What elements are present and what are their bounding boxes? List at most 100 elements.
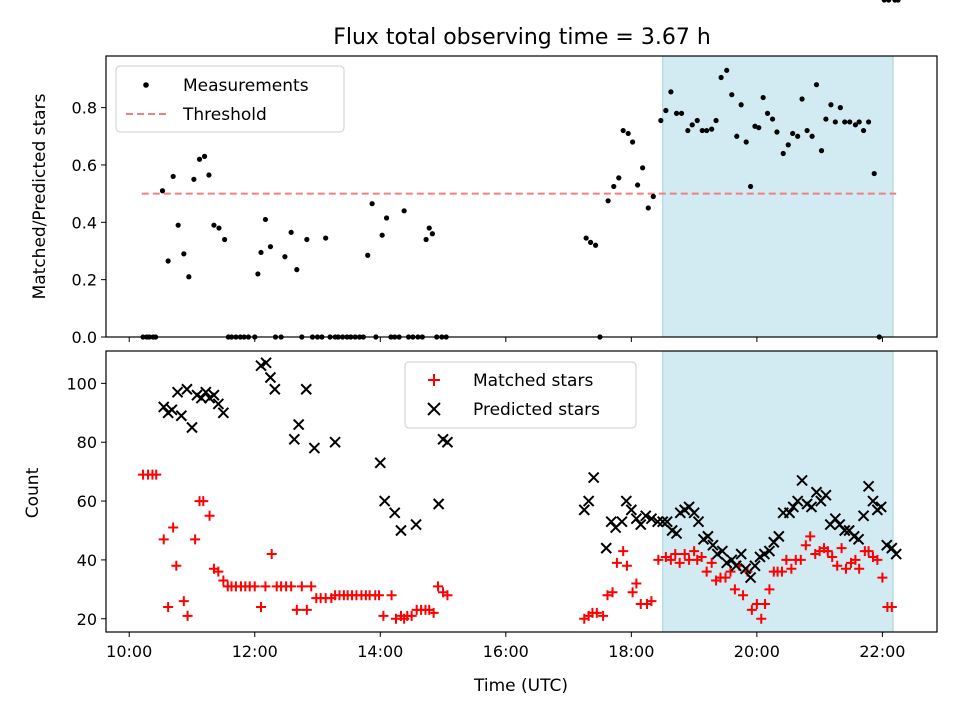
matched-star-point bbox=[840, 563, 851, 574]
measurement-point bbox=[592, 242, 599, 248]
measurement-point bbox=[165, 258, 171, 264]
measurement-point bbox=[379, 232, 385, 238]
matched-star-point bbox=[178, 596, 189, 607]
measurement-point bbox=[196, 156, 203, 162]
measurement-point bbox=[201, 153, 208, 159]
predicted-star-point bbox=[300, 383, 312, 395]
measurement-point bbox=[426, 225, 432, 231]
measurement-point bbox=[267, 244, 274, 250]
matched-star-point bbox=[611, 557, 622, 568]
measurement-point bbox=[635, 182, 641, 188]
matched-star-point bbox=[729, 584, 740, 595]
predicted-star-point bbox=[875, 501, 887, 513]
legend-marker-predicted bbox=[427, 402, 441, 416]
matched-star-point bbox=[670, 549, 681, 560]
predicted-star-point bbox=[200, 386, 212, 398]
measurement-point bbox=[738, 102, 744, 108]
predicted-star-point bbox=[264, 371, 277, 384]
y-tick-label: 80 bbox=[77, 433, 97, 452]
matched-star-point bbox=[171, 560, 182, 571]
predicted-star-point bbox=[587, 471, 600, 484]
matched-star-point bbox=[428, 607, 439, 618]
matched-star-point bbox=[760, 599, 771, 610]
measurement-point bbox=[809, 133, 815, 139]
matched-star-point bbox=[291, 604, 302, 615]
measurement-point bbox=[828, 102, 834, 108]
matched-star-point bbox=[795, 554, 806, 565]
measurement-point bbox=[429, 231, 435, 237]
measurement-point bbox=[813, 82, 820, 88]
predicted-star-point bbox=[640, 510, 652, 522]
matched-star-point bbox=[296, 581, 307, 592]
matched-star-point bbox=[764, 584, 775, 595]
predicted-star-point bbox=[292, 418, 305, 431]
matched-star-point bbox=[442, 590, 453, 601]
predicted-star-point bbox=[605, 515, 617, 528]
y-tick-label: 60 bbox=[77, 492, 97, 511]
matched-star-point bbox=[249, 581, 260, 592]
matched-star-point bbox=[433, 581, 444, 592]
matched-star-point bbox=[696, 551, 707, 562]
legend-label-matched: Matched stars bbox=[473, 371, 593, 391]
measurement-point bbox=[685, 127, 691, 134]
predicted-star-point bbox=[839, 524, 851, 537]
measurement-point bbox=[832, 119, 838, 125]
predicted-star-point bbox=[329, 436, 341, 448]
measurement-point bbox=[206, 172, 212, 178]
matched-star-point bbox=[182, 610, 193, 621]
y-tick-label: 0.2 bbox=[72, 271, 97, 290]
measurement-point bbox=[756, 125, 762, 131]
predicted-star-point bbox=[651, 515, 664, 528]
measurement-point bbox=[774, 129, 780, 135]
predicted-star-point bbox=[716, 545, 729, 557]
measurement-point bbox=[823, 116, 829, 122]
measurement-point bbox=[818, 148, 825, 154]
measurement-point bbox=[383, 215, 390, 221]
legend-marker-matched bbox=[428, 374, 440, 386]
matched-star-point bbox=[836, 543, 847, 554]
matched-star-point bbox=[168, 522, 179, 533]
measurement-point bbox=[799, 96, 805, 102]
y-tick-label: 20 bbox=[77, 610, 97, 629]
matched-star-point bbox=[660, 551, 671, 562]
matched-star-point bbox=[627, 587, 638, 598]
measurement-point bbox=[852, 122, 859, 128]
matched-star-point bbox=[158, 534, 169, 545]
predicted-star-point bbox=[288, 433, 301, 445]
matched-star-point bbox=[386, 590, 397, 601]
matched-star-point bbox=[631, 578, 642, 589]
predicted-star-point bbox=[395, 524, 407, 537]
measurement-point bbox=[258, 249, 264, 256]
matched-star-point bbox=[738, 590, 749, 601]
predicted-star-point bbox=[378, 495, 391, 507]
matched-star-point bbox=[781, 554, 792, 565]
measurement-point bbox=[699, 127, 705, 134]
predicted-star-point bbox=[308, 442, 321, 454]
predicted-star-point bbox=[763, 545, 776, 557]
y-axis-label-bottom: Count bbox=[23, 467, 43, 518]
predicted-star-point bbox=[730, 560, 742, 572]
matched-star-point bbox=[706, 557, 717, 568]
predicted-star-point bbox=[208, 389, 220, 401]
matched-star-point bbox=[776, 566, 787, 577]
predicted-star-point bbox=[374, 457, 386, 469]
measurement-point bbox=[304, 236, 310, 243]
x-tick-label: 22:00 bbox=[859, 642, 905, 661]
measurement-point bbox=[186, 274, 192, 280]
panel-ratio: 0.00.20.40.60.8 Matched/Predicted stars … bbox=[30, 0, 938, 347]
predicted-star-point bbox=[181, 383, 193, 395]
predicted-star-point bbox=[810, 486, 823, 498]
predicted-star-point bbox=[625, 504, 638, 516]
matched-star-point bbox=[850, 554, 861, 565]
measurement-point bbox=[743, 139, 749, 145]
predicted-star-point bbox=[796, 474, 808, 487]
matched-star-point bbox=[406, 610, 417, 621]
matched-star-point bbox=[689, 546, 700, 557]
measurement-point bbox=[159, 188, 166, 194]
measurement-point bbox=[369, 201, 375, 207]
legend-label-measurements: Measurements bbox=[183, 76, 309, 96]
measurement-point bbox=[678, 110, 685, 116]
measurement-point bbox=[658, 117, 664, 124]
predicted-star-point bbox=[688, 507, 700, 519]
